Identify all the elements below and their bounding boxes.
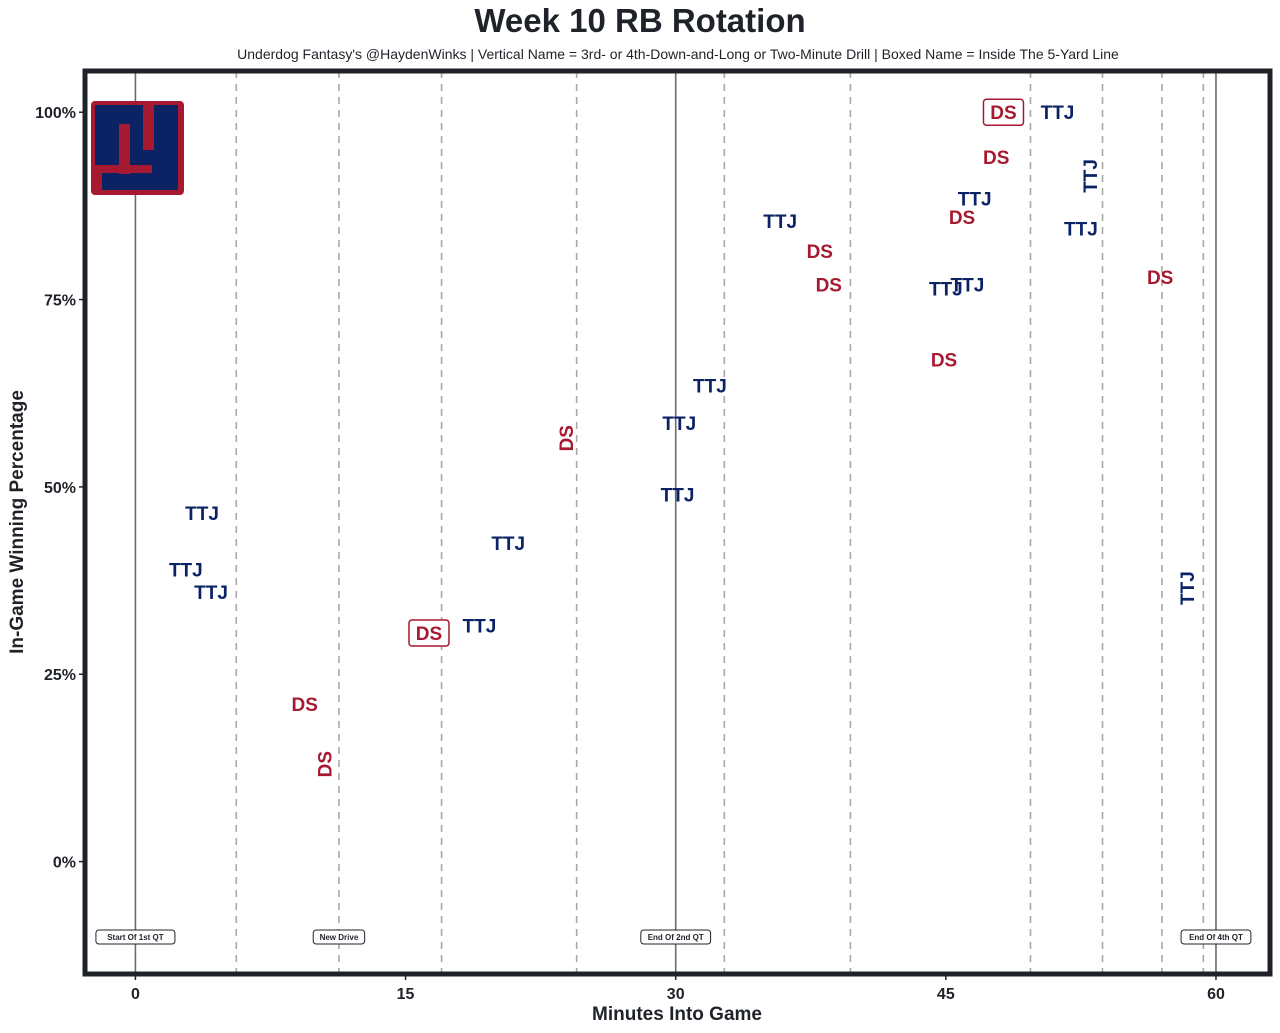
player-point-ttj: TTJ — [1081, 159, 1102, 193]
player-point-ttj: TTJ — [661, 485, 695, 506]
event-annotation-label: New Drive — [320, 933, 359, 942]
player-point-ttj: TTJ — [491, 534, 525, 555]
y-tick-label: 100% — [35, 105, 76, 122]
x-tick-label: 15 — [397, 986, 415, 1003]
player-point-ttj: TTJ — [693, 377, 727, 398]
boxed-point-frame — [982, 98, 1025, 126]
x-tick-label: 60 — [1207, 986, 1225, 1003]
boxed-point-frame — [408, 619, 450, 647]
game-event-lines: Start Of 1st QT New Drive End Of 2nd QT End… — [95, 71, 1252, 974]
player-point-ds: DS — [983, 148, 1009, 169]
player-point-ds: DS — [1147, 268, 1173, 289]
event-annotation-box — [640, 929, 712, 945]
x-axis-label: Minutes Into Game — [592, 1004, 762, 1025]
event-annotation-box — [95, 929, 176, 945]
player-point-ds: DS — [931, 351, 957, 372]
chart-subtitle: Underdog Fantasy's @HaydenWinks | Vertic… — [237, 46, 1119, 62]
axes: 0 15 30 45 60 0% 25% 50% 75% 100% — [35, 105, 1225, 1003]
y-tick-label: 25% — [44, 667, 76, 684]
y-tick-label: 75% — [44, 293, 76, 310]
event-annotation-label: End Of 4th QT — [1189, 933, 1243, 942]
player-point-ds: DS — [807, 242, 833, 263]
player-point-ttj: TTJ — [1178, 571, 1199, 605]
y-tick-label: 50% — [44, 480, 76, 497]
player-point-ttj: TTJ — [194, 583, 228, 604]
player-point-ttj: TTJ — [662, 414, 696, 435]
player-point-ds: DS — [416, 624, 442, 645]
player-point-ttj: TTJ — [763, 212, 797, 233]
player-point-ds: DS — [292, 695, 318, 716]
player-point-ttj: TTJ — [929, 279, 963, 300]
event-annotation-box — [312, 929, 366, 945]
player-point-ttj: TTJ — [958, 189, 992, 210]
x-tick-label: 0 — [131, 986, 140, 1003]
player-point-ds: DS — [557, 425, 578, 451]
chart-title: Week 10 RB Rotation — [474, 2, 806, 39]
player-point-ds: DS — [990, 103, 1016, 124]
player-point-ds: DS — [816, 276, 842, 297]
player-point-ttj: TTJ — [185, 504, 219, 525]
y-axis-label: In-Game Winning Percentage — [7, 390, 28, 654]
giants-logo — [91, 101, 184, 195]
player-point-ttj: TTJ — [1041, 103, 1075, 124]
event-annotation-box — [1180, 929, 1252, 945]
plot-frame — [82, 68, 1273, 977]
y-tick-label: 0% — [53, 855, 76, 872]
player-point-ttj: TTJ — [463, 617, 497, 638]
event-annotation-label: End Of 2nd QT — [648, 933, 704, 942]
player-point-ttj: TTJ — [1064, 219, 1098, 240]
x-tick-label: 30 — [667, 986, 685, 1003]
player-point-ds: DS — [316, 751, 337, 777]
player-point-ds: DS — [949, 208, 975, 229]
x-tick-label: 45 — [937, 986, 955, 1003]
player-point-ttj: TTJ — [951, 276, 985, 297]
event-annotation-label: Start Of 1st QT — [107, 933, 164, 942]
player-point-ttj: TTJ — [169, 560, 203, 581]
